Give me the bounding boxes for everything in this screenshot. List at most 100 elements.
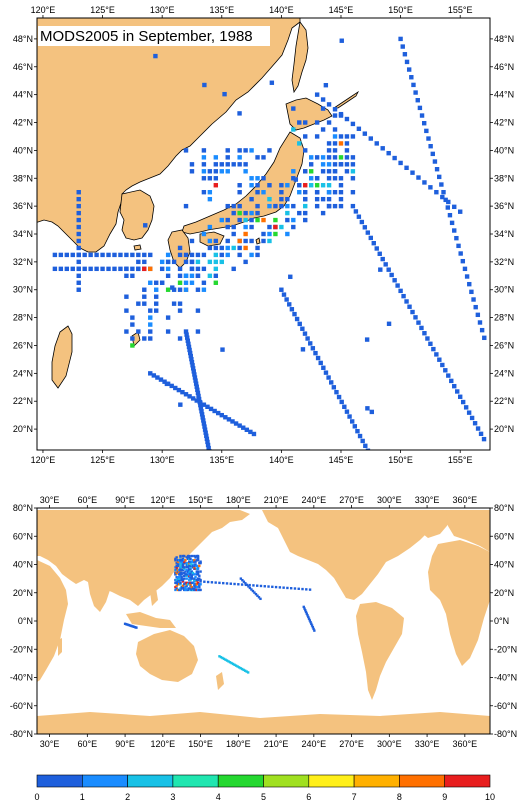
observation-cell (279, 287, 284, 292)
observation-cell (409, 75, 414, 80)
observation-cell (308, 619, 312, 622)
observation-cell (186, 570, 190, 573)
observation-cell (237, 155, 242, 160)
observation-cell (291, 176, 296, 181)
observation-cell (188, 554, 191, 558)
observation-cell (189, 576, 192, 579)
observation-cell (177, 273, 183, 279)
observation-cell (175, 561, 178, 565)
observation-cell (189, 577, 192, 580)
observation-cell (194, 398, 199, 403)
observation-cell (176, 560, 180, 563)
observation-cell (176, 559, 180, 562)
observation-cell (210, 581, 214, 584)
observation-cell (410, 309, 415, 315)
observation-cell (332, 113, 338, 118)
global-observation-cells (123, 554, 316, 674)
right-y-tick-label: 48°N (494, 34, 514, 44)
observation-cell (179, 568, 182, 572)
observation-cell (175, 587, 178, 590)
observation-cell (326, 189, 332, 195)
observation-cell (188, 353, 193, 359)
observation-cell (199, 580, 202, 583)
observation-cell (175, 581, 178, 585)
observation-cell (462, 266, 468, 272)
observation-cell (338, 111, 344, 117)
observation-cell (230, 419, 235, 424)
observation-cell (193, 577, 196, 580)
left-y-tick-label: 48°N (13, 34, 33, 44)
observation-cell (76, 273, 81, 279)
observation-cell (369, 409, 375, 415)
observation-cell (338, 155, 344, 160)
observation-cell (237, 111, 242, 116)
observation-cell (219, 252, 224, 258)
observation-cell (289, 307, 295, 312)
observation-cell (193, 587, 196, 590)
observation-cell (185, 588, 188, 592)
observation-cell (177, 245, 183, 251)
observation-cell (201, 148, 207, 153)
observation-cell (130, 315, 135, 320)
observation-cell (188, 570, 191, 573)
observation-cell (136, 301, 141, 306)
observation-cell (314, 176, 320, 181)
observation-cell (314, 92, 320, 97)
observation-cell (181, 568, 185, 572)
observation-cell (227, 660, 230, 663)
observation-cell (320, 196, 326, 202)
observation-cell (193, 564, 196, 568)
observation-cell (185, 583, 188, 586)
observation-cell (165, 266, 171, 272)
observation-cell (213, 176, 219, 181)
observation-cell (248, 586, 252, 590)
observation-cell (243, 245, 248, 251)
observation-cell (191, 559, 195, 562)
observation-cell (321, 365, 326, 370)
observation-cell (326, 102, 332, 107)
right-y-tick-label: 60°N (494, 531, 514, 541)
observation-cell (303, 120, 308, 125)
observation-cell (187, 347, 192, 353)
top-x-tick-label: 360°E (453, 495, 478, 505)
observation-cell (303, 196, 308, 202)
observation-cell (365, 230, 371, 235)
observation-cell (196, 556, 200, 559)
observation-cell (178, 402, 183, 407)
observation-cell (190, 570, 193, 573)
observation-cell (191, 564, 195, 568)
observation-cell (326, 155, 332, 160)
observation-cell (189, 273, 195, 279)
observation-cell (400, 44, 405, 49)
observation-cell (191, 369, 196, 374)
left-y-tick-label: 38°N (13, 173, 33, 183)
observation-cell (225, 582, 229, 585)
observation-cell (183, 577, 186, 580)
observation-cell (125, 623, 128, 626)
observation-cell (199, 583, 202, 586)
observation-cell (193, 381, 199, 386)
observation-cell (212, 408, 217, 414)
observation-cell (326, 148, 332, 153)
observation-cell (196, 577, 200, 580)
observation-cell (180, 573, 183, 576)
observation-cell (190, 554, 193, 558)
observation-cell (174, 566, 177, 569)
observation-cell (255, 252, 260, 258)
observation-cell (106, 266, 111, 272)
observation-cell (357, 433, 363, 439)
observation-cell (195, 567, 199, 570)
observation-cell (184, 559, 187, 562)
observation-cell (196, 573, 200, 576)
observation-cell (201, 252, 207, 258)
top-x-tick-label: 150°E (388, 5, 413, 15)
observation-cell (242, 668, 245, 672)
observation-cell (339, 399, 344, 405)
observation-cell (202, 424, 207, 429)
observation-cell (297, 183, 302, 188)
observation-cell (205, 442, 211, 448)
india-shape (88, 580, 110, 612)
observation-cell (308, 183, 314, 188)
regional-map: 120°E 125°E 130°E 135°E 140°E 145°E 150°E 155°E… (13, 5, 514, 465)
right-y-tick-label: 38°N (494, 173, 514, 183)
